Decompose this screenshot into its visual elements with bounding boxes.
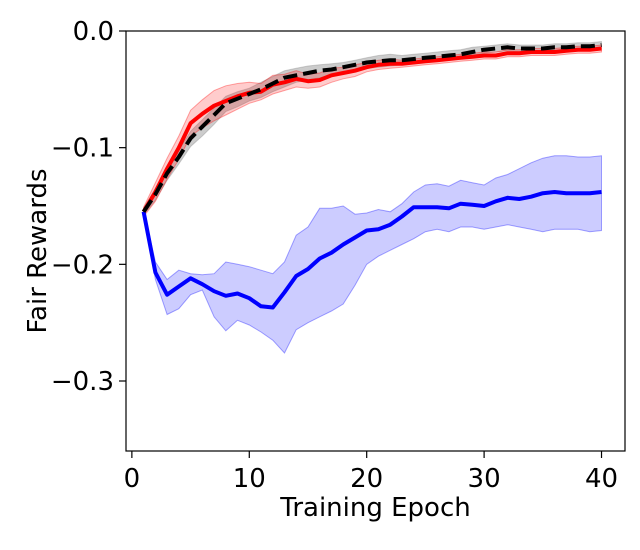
plot-frame	[125, 30, 626, 452]
y-axis: 0.0 −0.1 −0.2 −0.3	[51, 17, 126, 397]
band-blue	[143, 155, 602, 354]
x-tick-label: 30	[468, 464, 501, 494]
x-tick-label: 20	[350, 464, 383, 494]
y-tick-label: −0.1	[51, 134, 114, 164]
y-tick-label: −0.2	[51, 250, 114, 280]
series-lines	[141, 43, 602, 310]
x-tick-label: 40	[585, 464, 618, 494]
band-red	[143, 44, 602, 218]
series-line-red	[141, 46, 602, 213]
series-line-blue	[141, 190, 602, 310]
series-line-black-dashed	[141, 43, 602, 213]
y-axis-label: Fair Rewards	[23, 168, 53, 333]
x-axis-label: Training Epoch	[279, 493, 470, 523]
y-tick-label: −0.3	[51, 367, 114, 397]
x-axis: 0 10 20 30 40	[124, 451, 618, 494]
x-tick-label: 0	[124, 464, 141, 494]
x-tick-label: 10	[233, 464, 266, 494]
y-tick-label: 0.0	[73, 17, 114, 47]
